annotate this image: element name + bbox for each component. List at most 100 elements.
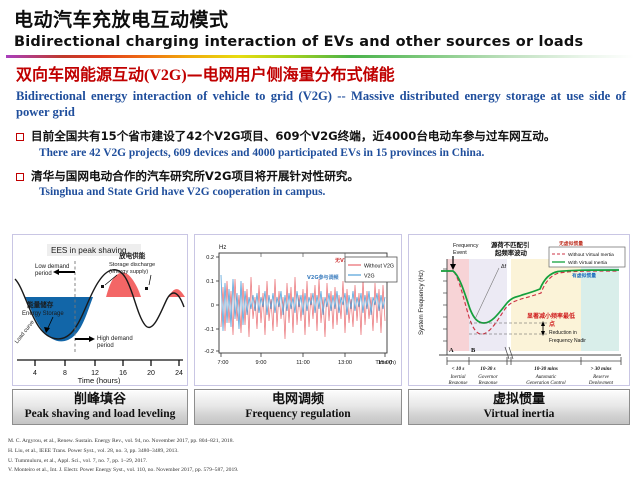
- inertia-annotation-cn: 有虚拟惯量: [572, 272, 596, 279]
- svg-text:Reduction in: Reduction in: [549, 330, 577, 336]
- svg-text:Frequency: Frequency: [453, 243, 479, 249]
- point-a-label: A: [449, 347, 454, 354]
- svg-text:点: 点: [549, 320, 555, 328]
- svg-text:9:00: 9:00: [256, 360, 267, 366]
- svg-text:起频率波动: 起频率波动: [494, 248, 528, 257]
- svg-text:11:00: 11:00: [296, 360, 310, 366]
- figure-frequency-regulation: 无V2G调频 V2G参与调频 Without V2G V2G 0.2: [194, 234, 402, 386]
- figure-peak-shaving: EES in peak shaving Low demand period Hi…: [12, 234, 188, 386]
- caption-en: Frequency regulation: [245, 408, 351, 421]
- svg-text:Frequency Nadir: Frequency Nadir: [549, 338, 586, 344]
- svg-text:13:00: 13:00: [338, 360, 352, 366]
- reference-item: U. Tummuluru, et al., Appl. Sci., vol. 7…: [8, 457, 148, 464]
- bullet-body: 清华与国网电动合作的汽车研究所V2G项目将开展针对性研究。 Tsinghua a…: [31, 169, 632, 200]
- bullet-body: 目前全国共有15个省市建设了42个V2G项目、609个V2G终端，近4000台电…: [31, 129, 632, 160]
- svg-text:High demand: High demand: [97, 336, 133, 342]
- svg-text:Storage discharge: Storage discharge: [109, 262, 155, 268]
- square-bullet-icon: [16, 172, 24, 181]
- caption-frequency-regulation: 电网调频 Frequency regulation: [194, 389, 402, 425]
- svg-text:Response: Response: [478, 381, 499, 384]
- reference-item: M. C. Argyrou, et al., Renew. Sustain. E…: [8, 438, 234, 444]
- frequency-regulation-chart: 无V2G调频 V2G参与调频 Without V2G V2G 0.2: [195, 235, 400, 384]
- rainbow-divider: [6, 54, 634, 58]
- delta-f-label: Δf: [501, 264, 507, 270]
- bullet-list: 目前全国共有15个省市建设了42个V2G项目、609个V2G终端，近4000台电…: [14, 129, 632, 200]
- caption-cn: 削峰填谷: [73, 392, 126, 408]
- svg-text:12: 12: [91, 370, 99, 377]
- svg-text:Reserve: Reserve: [592, 375, 610, 380]
- legend-label-with-inertia: With Virtual Inertia: [568, 260, 607, 266]
- inertia-legend-title-cn: 无虚拟惯量: [558, 240, 583, 247]
- freq-annotation-blue: V2G参与调频: [307, 274, 338, 281]
- bullet-text-en: Tsinghua and State Grid have V2G coopera…: [39, 186, 326, 199]
- svg-text:Deployment: Deployment: [588, 381, 614, 384]
- bullet-text-cn: 目前全国共有15个省市建设了42个V2G项目、609个V2G终端，近4000台电…: [31, 129, 556, 144]
- inertia-ylabel: System Frequency (Hz): [418, 270, 425, 335]
- svg-text:4: 4: [33, 370, 37, 377]
- peak-shaving-chart: EES in peak shaving Low demand period Hi…: [13, 235, 186, 385]
- svg-text:10-30 mins: 10-30 mins: [534, 366, 558, 372]
- reference-list: M. C. Argyrou, et al., Renew. Sustain. E…: [8, 437, 508, 476]
- point-b-label: B: [471, 347, 476, 354]
- caption-cn: 虚拟惯量: [492, 392, 545, 408]
- svg-text:7:00: 7:00: [218, 360, 229, 366]
- page-title-en: Bidirectional charging interaction of EV…: [14, 33, 584, 50]
- svg-text:源荷不匹配引: 源荷不匹配引: [491, 240, 529, 249]
- svg-text:Automatic: Automatic: [535, 375, 557, 380]
- reference-item: H. Liu, et al., IEEE Trans. Power Syst.,…: [8, 447, 179, 454]
- legend-label-without-inertia: Without Virtual Inertia: [568, 252, 614, 258]
- svg-text:Generation Control: Generation Control: [526, 381, 566, 384]
- svg-text:-0.1: -0.1: [204, 327, 214, 333]
- svg-text:Inertial: Inertial: [450, 375, 467, 380]
- svg-text:-0.2: -0.2: [204, 349, 214, 355]
- svg-text:20: 20: [147, 370, 155, 377]
- caption-en: Virtual inertia: [483, 408, 555, 421]
- svg-text:(energy supply): (energy supply): [109, 269, 148, 275]
- section-heading-cn: 双向车网能源互动(V2G)—电网用户侧海量分布式储能: [16, 65, 630, 85]
- section-heading-v2g: (V2G): [144, 66, 187, 84]
- caption-virtual-inertia: 虚拟惯量 Virtual inertia: [408, 389, 630, 425]
- svg-text:Low demand: Low demand: [35, 264, 69, 270]
- caption-peak-shaving: 削峰填谷 Peak shaving and load leveling: [12, 389, 188, 425]
- svg-text:Event: Event: [453, 250, 467, 256]
- svg-text:放电供能: 放电供能: [118, 251, 146, 260]
- list-item: 目前全国共有15个省市建设了42个V2G项目、609个V2G终端，近4000台电…: [14, 129, 632, 160]
- figure-row: EES in peak shaving Low demand period Hi…: [12, 234, 630, 386]
- bullet-text-cn: 清华与国网电动合作的汽车研究所V2G项目将开展针对性研究。: [31, 168, 359, 183]
- slide-header: 电动汽车充放电互动模式 Bidirectional charging inter…: [0, 0, 642, 51]
- peak-shaving-xlabel: Time (hours): [78, 376, 121, 384]
- svg-text:10-30 s: 10-30 s: [480, 366, 495, 372]
- reference-item: V. Monteiro et al., Int. J. Electr. Powe…: [8, 467, 239, 474]
- caption-row: 削峰填谷 Peak shaving and load leveling 电网调频…: [12, 389, 630, 425]
- svg-text:period: period: [97, 343, 114, 349]
- svg-text:能量储存: 能量储存: [27, 300, 54, 309]
- svg-text:显著减小频率最低: 显著减小频率最低: [527, 312, 575, 320]
- freq-xlabel: Time (h): [375, 360, 396, 366]
- section-heading-cn-part-b: —电网用户侧海量分布式储能: [186, 64, 395, 84]
- page-title-cn: 电动汽车充放电互动模式: [14, 9, 229, 31]
- svg-text:0.1: 0.1: [206, 279, 214, 285]
- legend-label-v2g: V2G: [364, 274, 375, 280]
- caption-cn: 电网调频: [271, 392, 324, 408]
- svg-text:0.2: 0.2: [206, 255, 214, 261]
- peak-shaving-title: EES in peak shaving: [51, 246, 127, 255]
- svg-text:0: 0: [211, 303, 214, 309]
- caption-en: Peak shaving and load leveling: [24, 408, 176, 421]
- square-bullet-icon: [16, 133, 24, 142]
- legend-label-without-v2g: Without V2G: [364, 264, 394, 270]
- bullet-text-en: There are 42 V2G projects, 609 devices a…: [39, 146, 485, 159]
- section-heading-cn-part-a: 双向车网能源互动: [16, 64, 145, 84]
- svg-text:16: 16: [119, 370, 127, 377]
- svg-text:Energy Storage: Energy Storage: [22, 311, 64, 317]
- freq-ylabel: Hz: [219, 245, 226, 251]
- section-heading-en: Bidirectional energy interaction of vehi…: [16, 88, 626, 120]
- list-item: 清华与国网电动合作的汽车研究所V2G项目将开展针对性研究。 Tsinghua a…: [14, 169, 632, 200]
- svg-text:24: 24: [175, 370, 183, 377]
- svg-text:8: 8: [63, 370, 67, 377]
- figure-virtual-inertia: System Frequency (Hz) Frequency Event Δf…: [408, 234, 630, 386]
- svg-text:15:00: 15:00: [378, 360, 392, 366]
- svg-text:Response: Response: [448, 381, 469, 384]
- svg-text:< 10 s: < 10 s: [452, 366, 465, 372]
- svg-text:> 30 mins: > 30 mins: [590, 366, 611, 372]
